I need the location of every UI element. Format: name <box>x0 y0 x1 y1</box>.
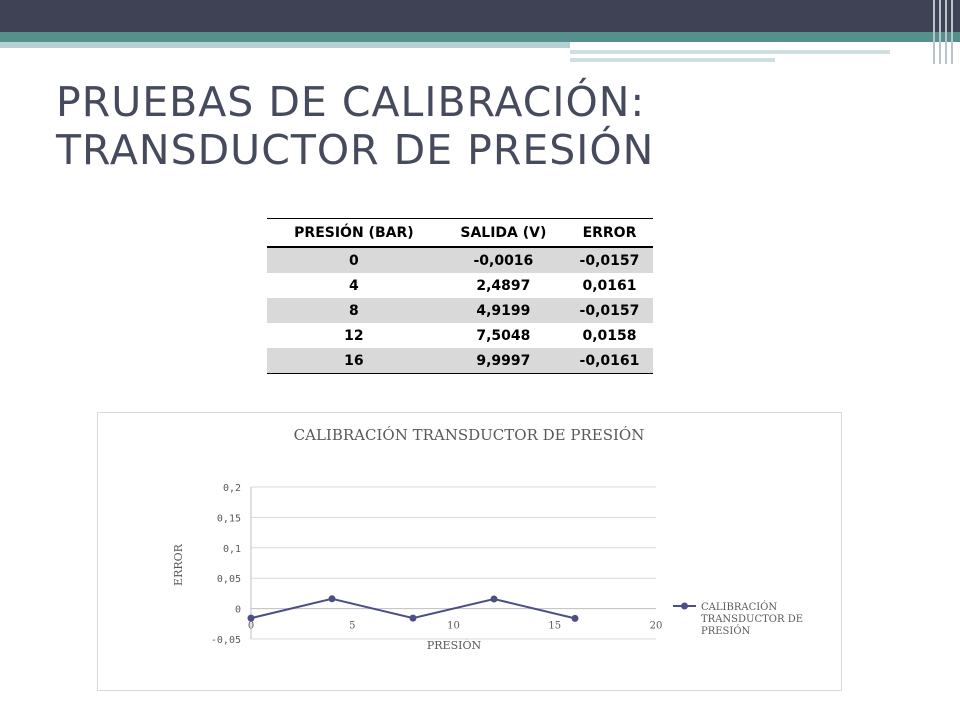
table-cell: 9,9997 <box>440 348 566 374</box>
legend-marker <box>681 602 688 610</box>
table-cell: 16 <box>267 348 441 374</box>
table-cell: 4,9199 <box>440 298 566 323</box>
table-row: 0 -0,0016 -0,0157 <box>267 247 653 273</box>
slide-title-line-1: PRUEBAS DE CALIBRACIÓN: <box>56 78 646 126</box>
y-tick-label: 0,1 <box>223 544 241 555</box>
table-cell: -0,0016 <box>440 247 566 273</box>
table-cell: 0 <box>267 247 441 273</box>
table-row: 4 2,4897 0,0161 <box>267 273 653 298</box>
corner-line <box>945 0 947 64</box>
corner-line <box>939 0 941 64</box>
data-point <box>328 595 336 603</box>
line-chart: CALIBRACIÓN TRANSDUCTOR DE PRESIÓN ERROR… <box>172 426 803 652</box>
table-cell: -0,0157 <box>565 298 653 323</box>
legend-label: CALIBRACIÓN <box>701 601 777 613</box>
x-tick-label: 15 <box>548 621 561 632</box>
accent-stripe <box>0 32 960 42</box>
accent-stripe-light <box>0 42 570 48</box>
y-tick-label: 0,15 <box>217 513 241 524</box>
corner-line <box>933 0 935 64</box>
accent-line-2 <box>570 58 775 62</box>
column-header: ERROR <box>565 218 653 248</box>
table-cell: -0,0161 <box>565 348 653 374</box>
x-tick-label: 0 <box>248 621 254 632</box>
y-tick-label: 0,2 <box>223 483 241 494</box>
x-tick-label: 10 <box>447 621 460 632</box>
accent-line-1 <box>570 50 890 54</box>
y-tick-label: 0,05 <box>217 574 241 585</box>
table-row: 12 7,5048 0,0158 <box>267 323 653 348</box>
top-bar <box>0 0 960 32</box>
chart-container: CALIBRACIÓN TRANSDUCTOR DE PRESIÓN ERROR… <box>97 412 842 691</box>
data-point <box>490 595 498 603</box>
y-tick-label: -0,05 <box>211 635 241 646</box>
legend-label: TRANSDUCTOR DE <box>701 614 803 625</box>
slide-title-line-2: TRANSDUCTOR DE PRESIÓN <box>56 126 655 174</box>
x-tick-label: 20 <box>650 621 663 632</box>
corner-line <box>951 0 953 64</box>
slide-title: PRUEBAS DE CALIBRACIÓN: TRANSDUCTOR DE P… <box>56 78 876 174</box>
y-tick-label: 0 <box>235 605 241 616</box>
calibration-table: PRESIÓN (BAR) SALIDA (V) ERROR 0 -0,0016… <box>267 218 653 374</box>
table-cell: 8 <box>267 298 441 323</box>
x-tick-label: 5 <box>349 621 355 632</box>
data-point <box>247 614 255 622</box>
data-point <box>409 614 417 622</box>
data-point <box>571 614 579 622</box>
column-header: SALIDA (V) <box>440 218 566 248</box>
chart-title: CALIBRACIÓN TRANSDUCTOR DE PRESIÓN <box>294 426 645 444</box>
y-axis-label: ERROR <box>172 543 185 586</box>
table-cell: 7,5048 <box>476 327 531 344</box>
x-axis-label: PRESIÓN <box>427 638 482 652</box>
table-header-row: PRESIÓN (BAR) SALIDA (V) ERROR <box>267 218 653 248</box>
table-cell: 0,0158 <box>582 327 637 344</box>
table-cell: -0,0157 <box>565 247 653 273</box>
table-row: 16 9,9997 -0,0161 <box>267 348 653 374</box>
table-cell: 0,0161 <box>582 277 637 294</box>
table-cell: 2,4897 <box>476 277 531 294</box>
column-header: PRESIÓN (BAR) <box>267 218 441 248</box>
table-row: 8 4,9199 -0,0157 <box>267 298 653 323</box>
table-cell: 12 <box>344 327 364 344</box>
table-cell: 4 <box>349 277 359 294</box>
legend-label: PRESIÓN <box>701 625 751 637</box>
